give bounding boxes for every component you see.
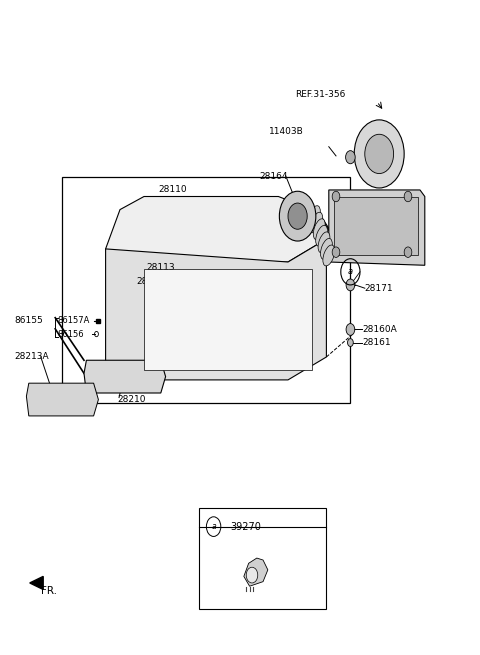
Text: 28161: 28161: [362, 338, 391, 347]
Text: 28164: 28164: [259, 172, 288, 181]
Text: 86156: 86156: [58, 329, 84, 339]
Circle shape: [354, 120, 404, 188]
Ellipse shape: [309, 206, 320, 227]
Text: 28110: 28110: [158, 185, 187, 195]
Ellipse shape: [321, 238, 332, 259]
Bar: [199, 508, 326, 609]
Polygon shape: [244, 558, 268, 586]
Text: 28210: 28210: [118, 395, 146, 404]
Circle shape: [332, 191, 340, 202]
Circle shape: [246, 567, 258, 583]
Ellipse shape: [318, 232, 330, 253]
Ellipse shape: [316, 225, 327, 246]
Circle shape: [346, 279, 355, 291]
Polygon shape: [106, 239, 326, 380]
Polygon shape: [26, 383, 98, 416]
Circle shape: [332, 247, 340, 257]
Bar: [144, 269, 312, 370]
Text: a: a: [211, 522, 216, 531]
Bar: [334, 196, 418, 255]
Circle shape: [365, 134, 394, 174]
Text: 86155: 86155: [14, 316, 43, 326]
Circle shape: [288, 203, 307, 229]
Polygon shape: [329, 190, 425, 265]
Ellipse shape: [313, 219, 325, 240]
Circle shape: [348, 339, 353, 346]
Circle shape: [346, 151, 355, 164]
Ellipse shape: [323, 245, 335, 266]
Polygon shape: [30, 576, 43, 590]
Text: 28113: 28113: [146, 263, 175, 272]
Text: 86157A: 86157A: [58, 316, 90, 326]
Polygon shape: [84, 360, 166, 393]
Text: 28213A: 28213A: [14, 352, 49, 362]
Circle shape: [404, 191, 412, 202]
Text: REF.31-356: REF.31-356: [295, 90, 346, 100]
Text: a: a: [348, 267, 353, 276]
Polygon shape: [106, 196, 326, 262]
Text: 28174H: 28174H: [137, 277, 172, 286]
Ellipse shape: [311, 212, 323, 233]
Text: FR.: FR.: [41, 586, 57, 597]
Circle shape: [346, 324, 355, 335]
Bar: [62, 177, 350, 403]
Text: 28160A: 28160A: [362, 325, 397, 334]
Circle shape: [404, 247, 412, 257]
Circle shape: [279, 191, 316, 241]
Text: 11403B: 11403B: [269, 126, 303, 136]
Text: 39270: 39270: [230, 521, 261, 532]
Text: 28171: 28171: [365, 284, 394, 293]
